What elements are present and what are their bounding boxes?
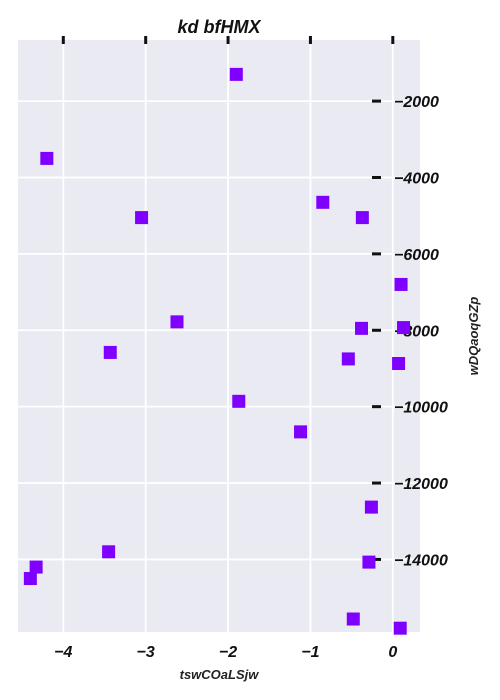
x-tick-label: −2	[219, 644, 237, 661]
data-points	[23, 67, 411, 635]
data-point	[397, 321, 411, 335]
grid-lines	[18, 40, 420, 632]
data-point	[316, 195, 330, 209]
data-point	[23, 572, 37, 586]
data-point	[355, 211, 369, 225]
data-point	[294, 425, 308, 439]
x-tick-label: 0	[388, 644, 397, 661]
y-axis-label: wDQaoqGZp	[466, 297, 481, 376]
data-point	[40, 151, 54, 165]
data-point	[394, 277, 408, 291]
data-point	[362, 555, 376, 569]
plot-background	[18, 40, 420, 632]
y-tick-label: −14000	[394, 552, 448, 569]
x-tick-label: −4	[54, 644, 72, 661]
x-tick-label: −1	[301, 644, 319, 661]
data-point	[392, 356, 406, 370]
y-tick-label: −10000	[394, 400, 448, 417]
data-point	[135, 211, 149, 225]
data-point	[229, 67, 243, 81]
data-point	[103, 345, 117, 359]
data-point	[393, 621, 407, 635]
x-tick-label: −3	[137, 644, 155, 661]
y-tick-label: −2000	[394, 94, 439, 111]
data-point	[170, 315, 184, 329]
data-point	[364, 500, 378, 514]
data-point	[346, 612, 360, 626]
x-axis-label: tswCOaLSjw	[180, 667, 260, 682]
data-point	[29, 560, 43, 574]
y-tick-label: −6000	[394, 247, 439, 264]
data-point	[102, 545, 116, 559]
data-point	[232, 394, 246, 408]
axis-ticks: −4 −3 −2 −1 0−2000−4000−6000−8000−10000−1200…	[54, 36, 448, 661]
y-tick-label: −4000	[394, 170, 439, 187]
data-point	[355, 321, 369, 335]
y-tick-label: −12000	[394, 476, 448, 493]
data-point	[341, 352, 355, 366]
chart-title: kd bfHMX	[178, 17, 262, 37]
